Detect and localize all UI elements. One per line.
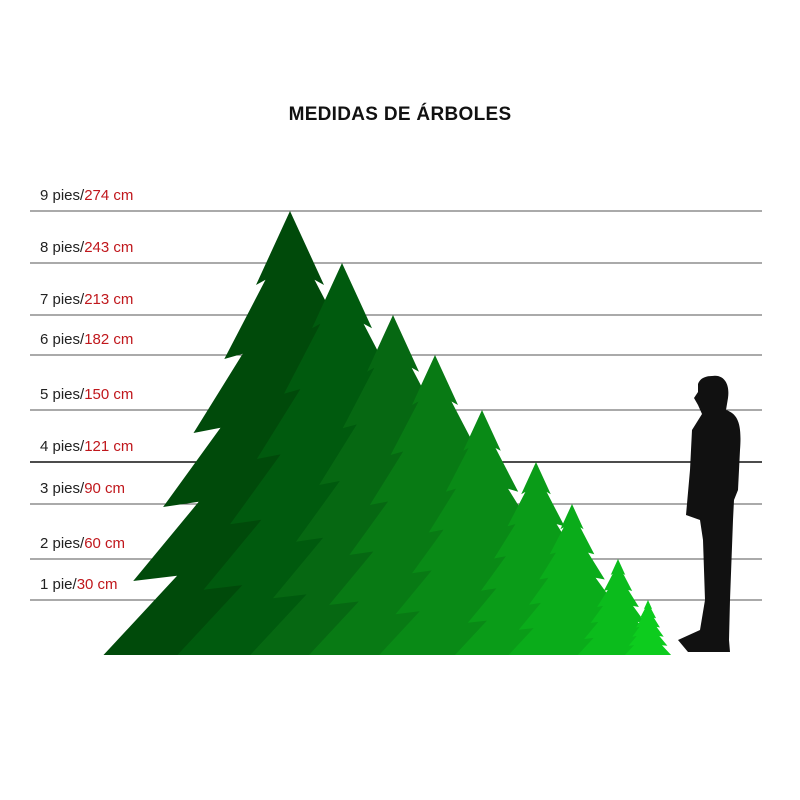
feet-value: 3 pies/ — [40, 480, 85, 497]
height-label: 9 pies/274 cm — [40, 187, 133, 204]
cm-value: 150 cm — [84, 386, 134, 403]
height-label: 8 pies/243 cm — [40, 239, 133, 256]
feet-value: 5 pies/ — [40, 386, 85, 403]
cm-value: 182 cm — [84, 331, 134, 348]
height-label: 5 pies/150 cm — [40, 386, 133, 403]
height-label: 2 pies/60 cm — [40, 535, 125, 552]
feet-value: 6 pies/ — [40, 331, 85, 348]
height-label: 1 pie/30 cm — [40, 576, 118, 593]
cm-value: 213 cm — [84, 291, 134, 308]
feet-value: 4 pies/ — [40, 438, 85, 455]
cm-value: 274 cm — [84, 187, 134, 204]
cm-value: 30 cm — [76, 576, 118, 593]
diagram-title: MEDIDAS DE ÁRBOLES — [288, 104, 512, 125]
cm-value: 60 cm — [84, 535, 126, 552]
person-silhouette-icon — [678, 375, 741, 652]
tree-1ft — [624, 600, 672, 655]
cm-value: 121 cm — [84, 438, 134, 455]
height-label: 3 pies/90 cm — [40, 480, 125, 497]
feet-value: 7 pies/ — [40, 291, 85, 308]
feet-value: 1 pie/ — [40, 576, 77, 593]
cm-value: 243 cm — [84, 239, 134, 256]
cm-value: 90 cm — [84, 480, 126, 497]
height-label: 4 pies/121 cm — [40, 438, 133, 455]
feet-value: 2 pies/ — [40, 535, 85, 552]
height-label: 7 pies/213 cm — [40, 291, 133, 308]
feet-value: 8 pies/ — [40, 239, 85, 256]
height-label: 6 pies/182 cm — [40, 331, 133, 348]
feet-value: 9 pies/ — [40, 187, 85, 204]
